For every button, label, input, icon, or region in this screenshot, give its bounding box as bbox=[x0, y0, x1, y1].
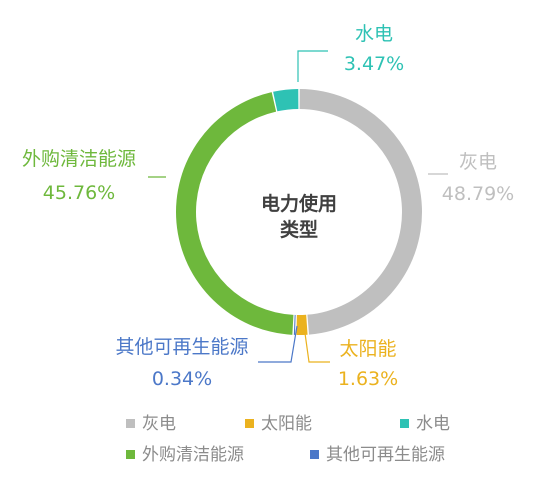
leader-line bbox=[297, 50, 328, 82]
legend-label: 太阳能 bbox=[261, 414, 312, 434]
slice-name-label: 外购清洁能源 bbox=[22, 148, 136, 170]
legend-swatch bbox=[310, 450, 319, 459]
legend-label: 其他可再生能源 bbox=[326, 445, 445, 465]
slice-0 bbox=[299, 89, 422, 335]
chart-leader-lines bbox=[148, 50, 448, 363]
slice-2 bbox=[293, 314, 296, 335]
legend-swatch bbox=[126, 419, 135, 428]
slice-name-label: 太阳能 bbox=[339, 338, 396, 360]
chart-data-labels: 灰电 48.79% 太阳能 1.63% 其他可再生能源 0.34% 外购清洁能源 45.76%… bbox=[22, 23, 514, 390]
slice-1 bbox=[296, 314, 308, 335]
center-label-line-2: 类型 bbox=[280, 218, 318, 241]
leader-line bbox=[258, 325, 298, 363]
legend-label: 水电 bbox=[416, 414, 450, 434]
legend-label: 灰电 bbox=[142, 414, 176, 434]
legend-swatch bbox=[245, 419, 254, 428]
center-label-line-1: 电力使用 bbox=[261, 192, 337, 215]
slice-value-label: 1.63% bbox=[338, 368, 398, 390]
slice-value-label: 3.47% bbox=[344, 53, 404, 75]
leader-line bbox=[303, 325, 330, 363]
slice-name-label: 其他可再生能源 bbox=[115, 336, 248, 358]
slice-name-label: 灰电 bbox=[459, 151, 497, 173]
slice-value-label: 48.79% bbox=[442, 183, 514, 205]
slice-3 bbox=[175, 92, 294, 335]
slice-value-label: 45.76% bbox=[43, 182, 115, 204]
legend-swatch bbox=[126, 450, 135, 459]
legend-label: 外购清洁能源 bbox=[142, 445, 244, 465]
slice-4 bbox=[273, 89, 299, 112]
legend-swatch bbox=[400, 419, 409, 428]
slice-name-label: 水电 bbox=[355, 23, 393, 45]
slice-value-label: 0.34% bbox=[152, 368, 212, 390]
